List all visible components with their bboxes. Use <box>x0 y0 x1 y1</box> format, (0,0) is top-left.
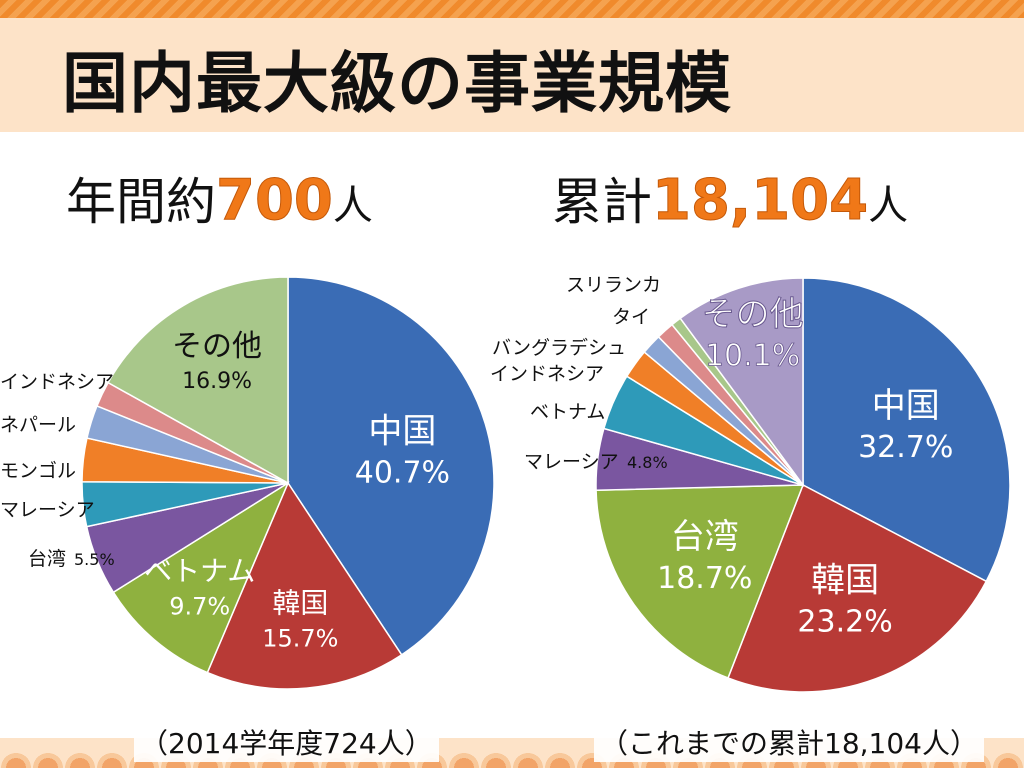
title-band <box>0 18 1024 132</box>
page-title: 国内最大級の事業規模 <box>62 45 732 122</box>
slice-label-cumulative-9: その他 <box>702 295 804 335</box>
slice-label-cumulative-0: 中国 <box>872 386 940 426</box>
slice-value-cumulative-2: 18.7% <box>657 561 752 596</box>
headline-cumulative-number: 18,104 <box>651 168 869 234</box>
slice-label-cumulative-3: マレーシア <box>524 451 619 473</box>
slice-value-annual-8: 16.9% <box>182 369 252 394</box>
slice-label-annual-2: ベトナム <box>144 554 255 587</box>
pie-slice-annual-2 <box>112 481 290 674</box>
slice-label-cumulative-4: ベトナム <box>530 401 605 423</box>
headline-annual-number: 700 <box>216 168 334 234</box>
slice-label-annual-7: インドネシア <box>0 371 114 393</box>
slice-label-cumulative-1: 韓国 <box>811 560 879 600</box>
slice-label-cumulative-2: 台湾 <box>671 517 739 557</box>
pie-slice-cumulative-2 <box>595 484 805 679</box>
slice-label-annual-1: 韓国 <box>272 586 328 619</box>
slice-value-annual-0: 40.7% <box>355 456 450 491</box>
caption-annual: （2014学年度724人） <box>134 726 439 762</box>
slice-label-annual-0: 中国 <box>368 412 436 452</box>
slice-label-cumulative-6: バングラデシュ <box>492 337 626 359</box>
slice-label-annual-6: ネパール <box>0 414 76 436</box>
headline-cumulative: 累計18,104人 <box>552 166 908 241</box>
slice-label-cumulative-8: スリランカ <box>566 274 661 296</box>
slice-value-cumulative-3: 4.8% <box>627 453 668 472</box>
slice-value-cumulative-0: 32.7% <box>858 430 953 465</box>
slice-label-annual-5: モンゴル <box>0 460 76 482</box>
pie-slice-cumulative-0 <box>802 277 1011 583</box>
slice-label-annual-4: マレーシア <box>0 499 95 521</box>
pie-slice-cumulative-1 <box>727 483 988 693</box>
slice-value-annual-3: 5.5% <box>74 550 115 569</box>
slice-label-annual-8: その他 <box>172 329 262 364</box>
pie-slice-annual-8 <box>107 276 289 485</box>
slice-label-cumulative-5: インドネシア <box>490 363 604 385</box>
caption-cumulative: （これまでの累計18,104人） <box>594 726 984 762</box>
slice-value-annual-2: 9.7% <box>169 592 230 620</box>
headline-annual: 年間約700人 <box>66 166 373 241</box>
headline-cumulative-unit: 人 <box>868 183 909 229</box>
slice-label-annual-3: 台湾 <box>28 548 66 570</box>
slice-value-cumulative-9: 10.1% <box>705 339 800 374</box>
pie-slice-annual-1 <box>206 481 403 690</box>
headline-annual-unit: 人 <box>332 183 373 229</box>
slice-label-cumulative-7: タイ <box>612 306 650 328</box>
slice-value-cumulative-1: 23.2% <box>797 604 892 639</box>
headline-cumulative-prefix: 累計 <box>552 173 652 231</box>
slice-value-annual-1: 15.7% <box>262 624 338 652</box>
pie-slice-cumulative-9 <box>679 277 804 488</box>
headline-annual-prefix: 年間約 <box>66 173 216 231</box>
top-decorative-stripe <box>0 0 1024 18</box>
